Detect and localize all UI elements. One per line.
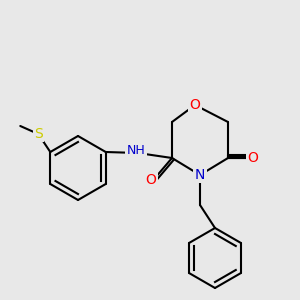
Text: O: O	[248, 151, 258, 165]
Text: NH: NH	[127, 145, 146, 158]
Text: S: S	[34, 127, 43, 141]
Text: O: O	[190, 98, 200, 112]
Text: N: N	[195, 168, 205, 182]
Text: O: O	[146, 173, 156, 187]
